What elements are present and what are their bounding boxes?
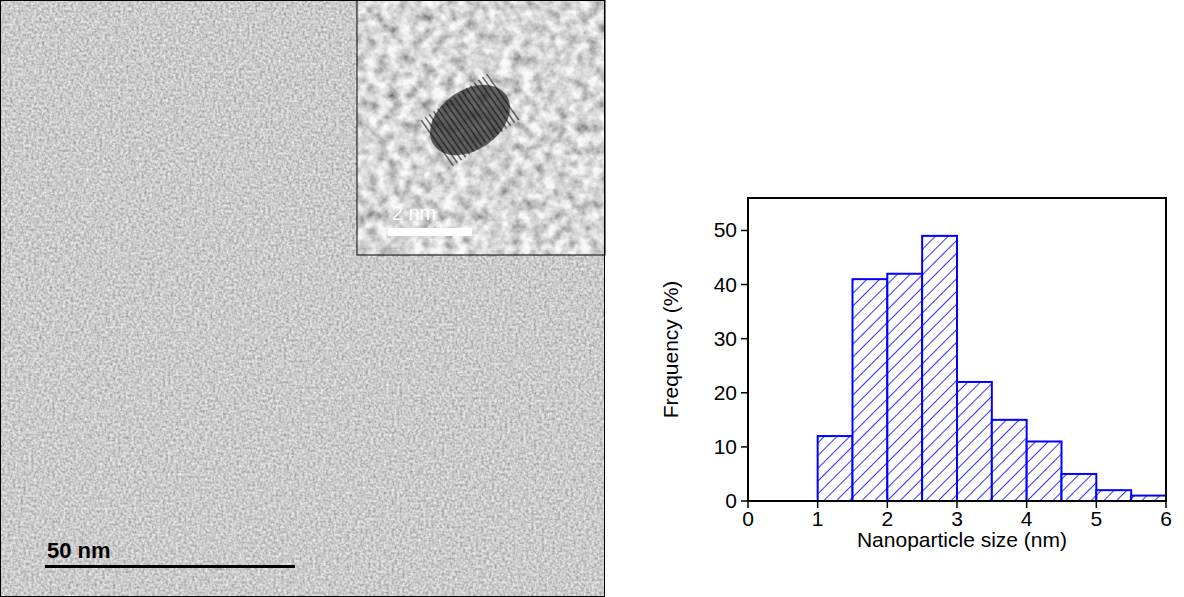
- y-tick-label: 40: [714, 273, 737, 296]
- inset-bg: [357, 0, 605, 255]
- y-tick: [741, 446, 748, 448]
- histogram-bar: [887, 274, 922, 501]
- y-tick: [741, 338, 748, 340]
- histogram-bar: [818, 436, 853, 501]
- x-tick-label: 3: [951, 507, 963, 530]
- histogram-bar: [992, 420, 1027, 501]
- histogram-bar: [957, 382, 992, 501]
- inset-frame: [357, 0, 605, 255]
- y-tick-label: 20: [714, 381, 737, 404]
- x-tick-label: 6: [1160, 507, 1172, 530]
- lattice-fringe: [487, 74, 519, 120]
- histogram-bar: [853, 279, 888, 501]
- y-tick: [741, 284, 748, 286]
- y-tick: [741, 500, 748, 502]
- scale-bar: [45, 565, 295, 568]
- x-axis-title: Nanoparticle size (nm): [857, 528, 1067, 551]
- plot-frame: [748, 198, 1166, 501]
- figure: 2 nm 50 nm 0 1 2 3 4 5 6 0 10 20 30 40 50 Nanoparticle …: [0, 0, 1184, 597]
- scale-label: 50 nm: [47, 538, 111, 563]
- x-tick-label: 2: [881, 507, 893, 530]
- y-axis-title: Frequency (%): [659, 281, 682, 419]
- y-tick: [741, 392, 748, 394]
- micrograph: 2 nm 50 nm: [0, 0, 605, 597]
- y-tick-label: 30: [714, 327, 737, 350]
- x-tick-label: 1: [812, 507, 824, 530]
- histogram-bar: [1096, 490, 1131, 501]
- histogram-bar: [1027, 441, 1062, 501]
- inset-texture: [357, 0, 605, 255]
- lattice-fringe: [483, 77, 515, 123]
- y-tick: [741, 230, 748, 232]
- inset-particle: [417, 70, 523, 170]
- particle: [417, 70, 523, 170]
- inset-scale-bar: [388, 228, 472, 236]
- y-tick-label: 50: [714, 218, 737, 241]
- micrograph-bg: [0, 0, 605, 597]
- histogram-bar: [1062, 474, 1097, 501]
- micrograph-texture: [0, 0, 605, 597]
- micrograph-frame: [1, 1, 605, 597]
- y-tick-label: 10: [714, 435, 737, 458]
- histogram-bar: [922, 236, 957, 501]
- x-tick-label: 4: [1021, 507, 1033, 530]
- bars: [818, 236, 1166, 501]
- y-tick-label: 0: [725, 489, 737, 512]
- inset-scale-label: 2 nm: [392, 202, 436, 224]
- x-tick-label: 0: [742, 507, 754, 530]
- x-tick-label: 5: [1090, 507, 1102, 530]
